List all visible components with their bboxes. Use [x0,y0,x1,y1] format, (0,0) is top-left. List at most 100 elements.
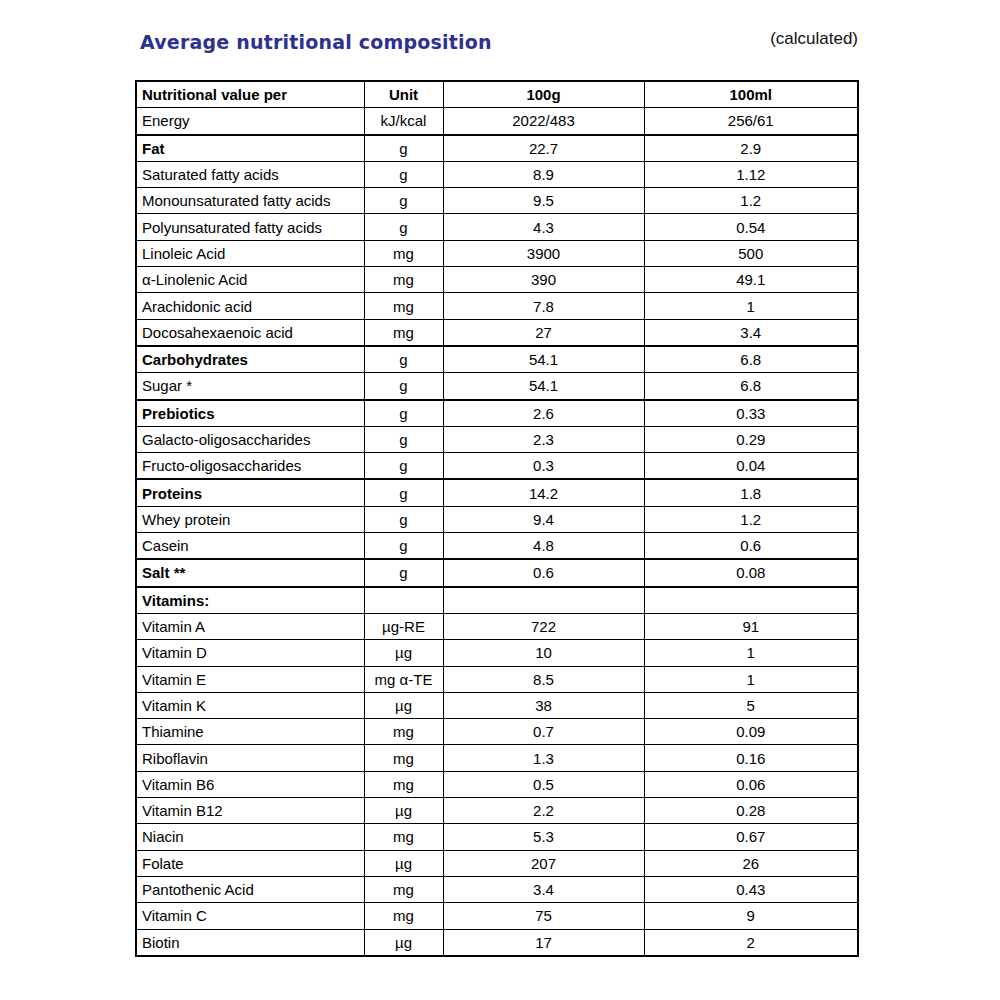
table-row: Vitamin B12µg2.20.28 [136,798,858,824]
nutrient-name: Prebiotics [136,400,364,427]
unit-value: mg [364,267,443,293]
unit-value: mg α-TE [364,666,443,692]
unit-value: µg [364,929,443,956]
value-100g: 2022/483 [443,108,644,135]
header-nutritional-value-per: Nutritional value per [136,81,364,108]
table-row: Monounsaturated fatty acidsg9.51.2 [136,188,858,214]
value-100ml: 1.12 [644,161,858,187]
value-100g: 390 [443,267,644,293]
unit-value: g [364,188,443,214]
value-100ml: 6.8 [644,346,858,373]
unit-value: mg [364,876,443,902]
nutrient-name: Fat [136,135,364,162]
unit-value: kJ/kcal [364,108,443,135]
value-100g: 14.2 [443,479,644,506]
value-100g: 9.4 [443,506,644,532]
unit-value: mg [364,319,443,346]
unit-value: g [364,214,443,240]
value-100g: 75 [443,903,644,929]
value-100g: 7.8 [443,293,644,319]
value-100g: 207 [443,850,644,876]
value-100g: 0.3 [443,453,644,480]
nutrient-name: Vitamins: [136,587,364,614]
table-body: EnergykJ/kcal2022/483256/61Fatg22.72.9Sa… [136,108,858,956]
table-row: Carbohydratesg54.16.8 [136,346,858,373]
value-100g: 3900 [443,240,644,266]
value-100g: 3.4 [443,876,644,902]
value-100g: 1.3 [443,745,644,771]
table-row: EnergykJ/kcal2022/483256/61 [136,108,858,135]
unit-value: g [364,373,443,400]
value-100g [443,587,644,614]
unit-value: g [364,400,443,427]
nutrient-name: Saturated fatty acids [136,161,364,187]
table-row: Vitamin Emg α-TE8.51 [136,666,858,692]
nutrient-name: Energy [136,108,364,135]
table-row: Proteinsg14.21.8 [136,479,858,506]
value-100g: 9.5 [443,188,644,214]
value-100ml: 0.04 [644,453,858,480]
unit-value: g [364,426,443,452]
value-100ml: 256/61 [644,108,858,135]
unit-value: mg [364,771,443,797]
unit-value: mg [364,903,443,929]
unit-value: g [364,161,443,187]
value-100g: 0.5 [443,771,644,797]
nutrient-name: Thiamine [136,719,364,745]
value-100ml: 0.28 [644,798,858,824]
value-100g: 0.6 [443,559,644,586]
value-100ml: 0.08 [644,559,858,586]
table-row: Saturated fatty acidsg8.91.12 [136,161,858,187]
table-row: Galacto-oligosaccharidesg2.30.29 [136,426,858,452]
value-100ml: 6.8 [644,373,858,400]
value-100g: 38 [443,692,644,718]
nutrient-name: Polyunsaturated fatty acids [136,214,364,240]
unit-value: g [364,135,443,162]
unit-value: mg [364,719,443,745]
table-row: Caseing4.80.6 [136,533,858,560]
value-100ml: 1.2 [644,506,858,532]
table-row: Niacinmg5.30.67 [136,824,858,850]
value-100ml: 9 [644,903,858,929]
value-100ml: 1.2 [644,188,858,214]
unit-value [364,587,443,614]
table-row: Vitamin Kµg385 [136,692,858,718]
value-100ml [644,587,858,614]
value-100g: 4.3 [443,214,644,240]
value-100ml: 1 [644,640,858,666]
table-row: Fatg22.72.9 [136,135,858,162]
table-row: Folateµg20726 [136,850,858,876]
value-100ml: 49.1 [644,267,858,293]
table-row: Arachidonic acidmg7.81 [136,293,858,319]
value-100g: 5.3 [443,824,644,850]
table-row: Salt **g0.60.08 [136,559,858,586]
value-100ml: 0.33 [644,400,858,427]
table-row: Biotinµg172 [136,929,858,956]
value-100ml: 1 [644,666,858,692]
page: Average nutritional composition (calcula… [0,0,1000,1000]
nutrient-name: Pantothenic Acid [136,876,364,902]
nutrient-name: Docosahexaenoic acid [136,319,364,346]
unit-value: g [364,506,443,532]
table-row: Prebioticsg2.60.33 [136,400,858,427]
table-row: Riboflavinmg1.30.16 [136,745,858,771]
table-header-row: Nutritional value per Unit 100g 100ml [136,81,858,108]
nutrient-name: Vitamin B12 [136,798,364,824]
table-row: Pantothenic Acidmg3.40.43 [136,876,858,902]
value-100ml: 2.9 [644,135,858,162]
value-100ml: 1.8 [644,479,858,506]
table-row: Vitamin B6mg0.50.06 [136,771,858,797]
value-100g: 17 [443,929,644,956]
value-100g: 54.1 [443,373,644,400]
value-100ml: 0.54 [644,214,858,240]
value-100ml: 0.06 [644,771,858,797]
unit-value: µg-RE [364,613,443,639]
unit-value: mg [364,240,443,266]
nutrient-name: Galacto-oligosaccharides [136,426,364,452]
header-100g: 100g [443,81,644,108]
table-row: Linoleic Acidmg3900500 [136,240,858,266]
value-100ml: 500 [644,240,858,266]
unit-value: g [364,533,443,560]
value-100ml: 1 [644,293,858,319]
value-100g: 0.7 [443,719,644,745]
